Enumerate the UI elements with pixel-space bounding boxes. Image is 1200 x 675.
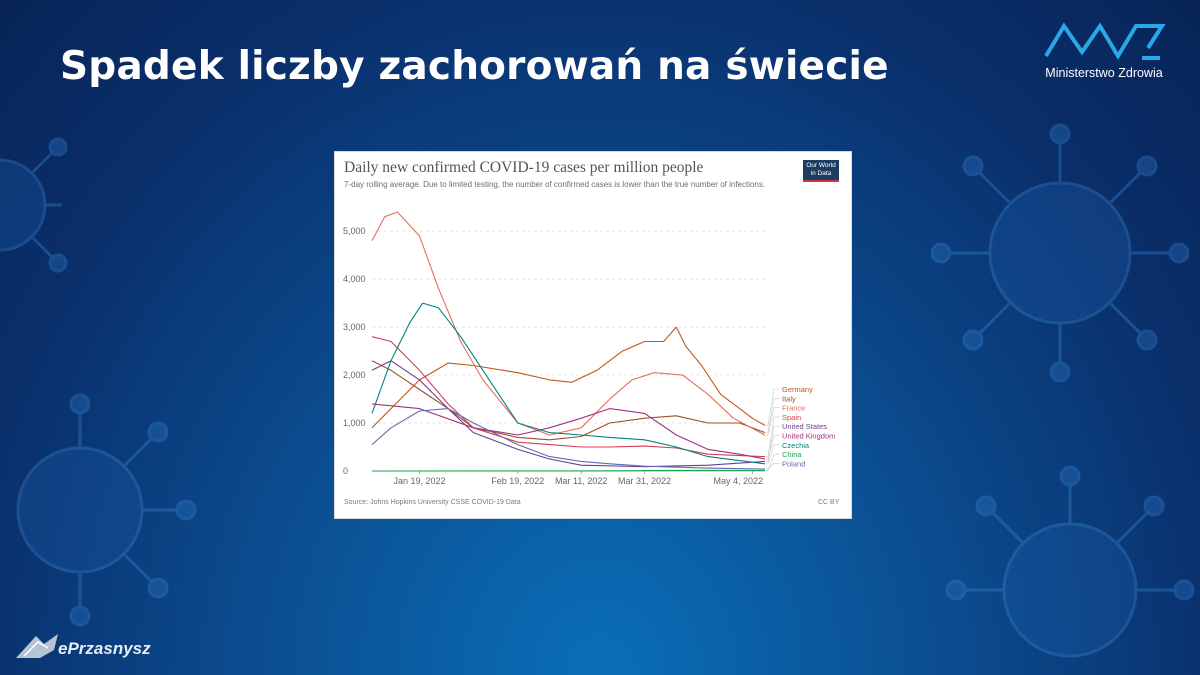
ministry-name: Ministerstwo Zdrowia <box>1045 66 1163 80</box>
watermark-text: ePrzasnysz <box>58 639 151 658</box>
y-tick-label: 2,000 <box>343 370 366 380</box>
virus-illustration-right <box>930 123 1190 383</box>
legend-connector <box>766 435 780 460</box>
series-line-france <box>371 211 766 436</box>
legend-connector <box>766 416 780 457</box>
legend-connector <box>766 407 780 436</box>
series-line-united-kingdom <box>371 403 766 460</box>
series-line-poland <box>371 408 766 470</box>
legend-label: China <box>782 450 802 459</box>
series-line-italy <box>371 360 766 441</box>
legend-label: Italy <box>782 394 796 403</box>
x-tick-label: Mar 11, 2022 <box>555 476 607 486</box>
x-tick-label: Jan 19, 2022 <box>394 476 446 486</box>
virus-illustration-bottom-right <box>945 465 1195 658</box>
legend-connector <box>766 453 780 471</box>
slide-title: Spadek liczby zachorowań na świecie <box>60 44 889 89</box>
series-line-united-states <box>371 360 766 468</box>
legend-label: Spain <box>782 413 801 422</box>
y-tick-label: 5,000 <box>343 226 366 236</box>
x-tick-label: May 4, 2022 <box>713 476 763 486</box>
legend-label: United States <box>782 422 827 431</box>
series-line-germany <box>371 326 766 429</box>
owid-badge[interactable]: Our World in Data <box>803 160 839 182</box>
legend-connector <box>766 388 780 426</box>
legend-label: Poland <box>782 459 805 468</box>
chart-license: CC BY <box>818 499 840 506</box>
legend-connector <box>766 444 780 465</box>
ministry-logo-icon <box>1044 22 1166 60</box>
eprzasnysz-logo: ePrzasnysz <box>16 634 151 658</box>
series-line-china <box>371 469 766 472</box>
y-tick-label: 0 <box>343 466 348 476</box>
legend-connector <box>766 463 780 470</box>
chart-subtitle: 7-day rolling average. Due to limited te… <box>344 180 766 189</box>
series-line-spain <box>371 336 766 458</box>
chart-title: Daily new confirmed COVID-19 cases per m… <box>344 159 704 176</box>
y-tick-label: 1,000 <box>343 418 366 428</box>
legend-connector <box>766 425 780 462</box>
x-tick-label: Mar 31, 2022 <box>618 476 671 486</box>
x-tick-label: Feb 19, 2022 <box>491 476 544 486</box>
legend-label: France <box>782 404 805 413</box>
legend-label: Germany <box>782 385 813 394</box>
chart-source: Source: Johns Hopkins University CSSE CO… <box>344 499 521 506</box>
chart-card: Daily new confirmed COVID-19 cases per m… <box>334 151 852 519</box>
line-chart: 0 1,000 2,000 3,000 4,000 5,000 Jan 19, 2022 Fe… <box>343 211 835 486</box>
y-tick-label: 3,000 <box>343 322 366 332</box>
legend-connector <box>766 398 780 433</box>
virus-illustration-left <box>16 393 197 627</box>
y-tick-label: 4,000 <box>343 274 366 284</box>
virus-illustration-top-left <box>0 137 68 273</box>
series-line-czechia <box>371 302 766 465</box>
legend-label: Czechia <box>782 441 810 450</box>
legend-label: United Kingdom <box>782 432 835 441</box>
